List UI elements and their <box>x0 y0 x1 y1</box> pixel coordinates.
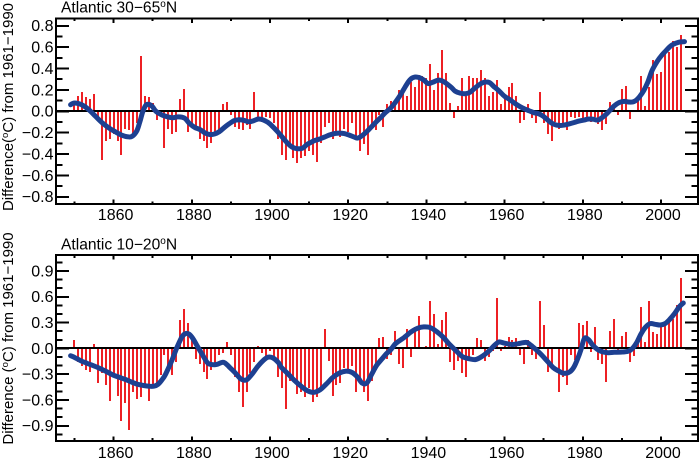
svg-text:Difference(oC) from 1961−1990: Difference(oC) from 1961−1990 <box>0 3 17 211</box>
svg-text:−0.4: −0.4 <box>22 147 54 164</box>
svg-text:0.0: 0.0 <box>31 341 53 358</box>
svg-text:1880: 1880 <box>176 207 212 224</box>
svg-text:1940: 1940 <box>411 207 447 224</box>
svg-text:1860: 1860 <box>98 207 134 224</box>
svg-text:0.3: 0.3 <box>31 315 53 332</box>
svg-text:1940: 1940 <box>411 445 447 460</box>
svg-text:0.4: 0.4 <box>31 61 53 78</box>
svg-text:−0.8: −0.8 <box>22 189 54 206</box>
svg-text:Atlantic 10−20oN: Atlantic 10−20oN <box>61 236 177 254</box>
svg-text:2000: 2000 <box>645 445 681 460</box>
svg-text:1980: 1980 <box>567 445 603 460</box>
svg-text:1860: 1860 <box>98 445 134 460</box>
svg-text:1920: 1920 <box>332 445 368 460</box>
svg-text:−0.6: −0.6 <box>22 168 54 185</box>
svg-text:−0.9: −0.9 <box>22 418 54 435</box>
svg-text:−0.6: −0.6 <box>22 392 54 409</box>
svg-text:1980: 1980 <box>567 207 603 224</box>
svg-text:1900: 1900 <box>254 445 290 460</box>
svg-text:2000: 2000 <box>645 207 681 224</box>
svg-text:0.2: 0.2 <box>31 82 53 99</box>
svg-text:1920: 1920 <box>332 207 368 224</box>
svg-text:1880: 1880 <box>176 445 212 460</box>
svg-text:1960: 1960 <box>489 207 525 224</box>
svg-text:−0.2: −0.2 <box>22 125 54 142</box>
svg-text:1960: 1960 <box>489 445 525 460</box>
svg-text:0.9: 0.9 <box>31 263 53 280</box>
svg-text:0.8: 0.8 <box>31 18 53 35</box>
svg-text:Difference (oC) from 1961−1990: Difference (oC) from 1961−1990 <box>0 232 17 444</box>
svg-text:0.6: 0.6 <box>31 289 53 306</box>
svg-text:0.6: 0.6 <box>31 40 53 57</box>
svg-text:−0.3: −0.3 <box>22 367 54 384</box>
svg-text:0.0: 0.0 <box>31 104 53 121</box>
svg-text:1900: 1900 <box>254 207 290 224</box>
svg-text:Atlantic 30−65oN: Atlantic 30−65oN <box>61 0 177 17</box>
